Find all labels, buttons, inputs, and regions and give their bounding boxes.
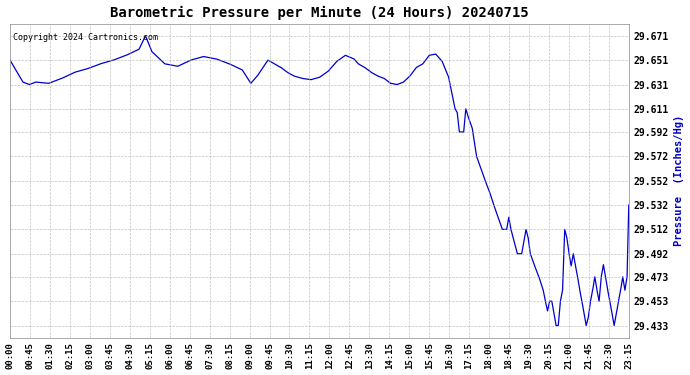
Y-axis label: Pressure  (Inches/Hg): Pressure (Inches/Hg)	[674, 115, 684, 246]
Text: Copyright 2024 Cartronics.com: Copyright 2024 Cartronics.com	[13, 33, 158, 42]
Title: Barometric Pressure per Minute (24 Hours) 20240715: Barometric Pressure per Minute (24 Hours…	[110, 6, 529, 20]
